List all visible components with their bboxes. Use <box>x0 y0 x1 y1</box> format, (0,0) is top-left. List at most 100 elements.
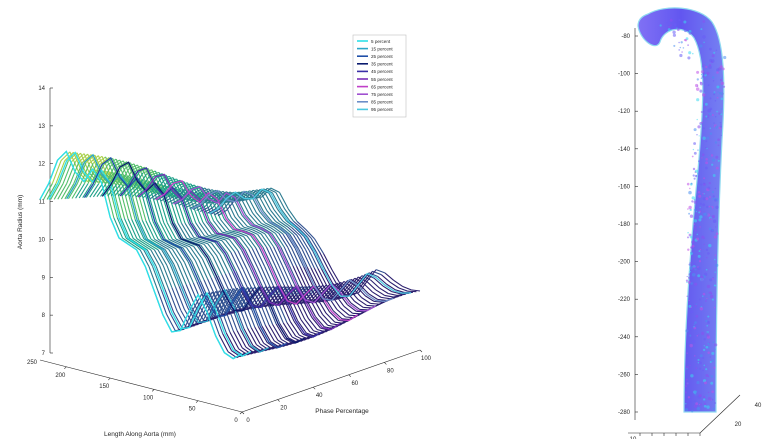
surface-segment <box>169 312 180 330</box>
aorta-point <box>687 396 691 399</box>
surface-segment <box>193 236 203 241</box>
aorta-point <box>701 93 706 97</box>
aorta-point <box>720 81 725 86</box>
aorta-point <box>686 352 688 354</box>
aorta-point <box>711 229 714 232</box>
z-tick-label: 8 <box>42 313 46 319</box>
surface-segment <box>248 229 258 235</box>
surface-segment <box>219 297 230 313</box>
aorta-point <box>697 125 701 129</box>
surface-segment <box>230 217 241 229</box>
surface-segment <box>213 220 223 233</box>
aorta-point <box>708 182 711 185</box>
surface-segment <box>151 266 162 290</box>
aorta-point <box>700 275 704 279</box>
surface-segment <box>182 238 193 243</box>
surface-segment <box>271 233 282 248</box>
surface-segment <box>209 220 220 234</box>
surface-segment <box>232 331 243 349</box>
surface-segment <box>284 338 295 345</box>
surface-segment <box>147 238 157 245</box>
aorta-point <box>714 226 717 228</box>
aorta-point <box>693 142 697 145</box>
aorta-point <box>710 375 714 378</box>
surface-segment <box>78 153 89 163</box>
surface-segment <box>101 165 112 185</box>
aorta-point <box>711 54 715 58</box>
surface-segment <box>324 269 335 286</box>
aorta-point <box>694 282 698 286</box>
aorta-y-tick-label: 20 <box>735 422 742 428</box>
surface-segment <box>199 206 210 212</box>
surface-segment <box>136 238 146 245</box>
surface-segment <box>228 191 238 199</box>
aorta-point <box>695 314 699 318</box>
aorta-point <box>697 361 700 364</box>
surface-segment <box>221 240 232 253</box>
surface-segment <box>180 309 191 327</box>
aorta-point <box>717 138 720 142</box>
surface-segment <box>145 220 156 240</box>
surface-segment <box>338 319 348 323</box>
surface-segment <box>257 188 268 199</box>
aorta-point <box>706 284 711 289</box>
surface-segment <box>170 222 181 240</box>
surface-segment <box>269 226 280 234</box>
aorta-point <box>706 213 709 216</box>
aorta-point <box>698 403 701 406</box>
surface-segment <box>188 222 198 238</box>
surface-segment <box>89 183 100 198</box>
aorta-point <box>688 233 692 237</box>
surface-segment <box>190 237 200 242</box>
aorta-point <box>714 198 717 202</box>
aorta-point <box>683 28 687 33</box>
surface-segment <box>129 187 140 221</box>
aorta-point <box>697 185 700 187</box>
aorta-point <box>700 110 703 114</box>
surface-segment <box>232 238 242 251</box>
aorta-point <box>683 20 687 24</box>
aorta-point <box>711 214 716 219</box>
aorta-point <box>703 193 705 195</box>
aorta-x-tick-group: -10 <box>628 433 701 439</box>
aorta-y-tick-group: 40200 <box>735 403 762 428</box>
aorta-point <box>704 272 708 276</box>
aorta-point <box>678 41 680 44</box>
aorta-point <box>694 208 697 212</box>
surface-segment <box>154 238 164 245</box>
surface-segment <box>249 345 259 353</box>
surface-segment <box>361 297 371 304</box>
surface-segment <box>205 301 215 318</box>
surface-segment <box>210 277 221 298</box>
aorta-point <box>668 25 671 29</box>
surface-segment <box>254 326 265 344</box>
aorta-point <box>719 65 723 69</box>
surface-segment <box>238 198 248 201</box>
surface-segment <box>262 246 273 266</box>
surface-segment <box>301 228 312 239</box>
surface-segment <box>284 226 294 236</box>
aorta-point <box>694 174 698 178</box>
surface-segment <box>205 239 216 243</box>
surface-front-edge <box>39 150 243 360</box>
surface-segment <box>223 296 233 312</box>
surface-segment <box>71 183 82 199</box>
surface-segment <box>167 178 177 182</box>
aorta-point <box>695 367 698 370</box>
aorta-point <box>708 291 712 295</box>
aorta-point <box>706 297 708 300</box>
surface-segment <box>117 161 128 168</box>
surface-segment <box>238 215 248 227</box>
aorta-point <box>684 391 687 394</box>
aorta-point <box>719 121 722 124</box>
surface-segment <box>120 218 131 239</box>
aorta-point <box>700 77 703 80</box>
surface-segment <box>216 255 226 275</box>
surface-segment <box>322 313 332 325</box>
aorta-point <box>683 38 686 42</box>
surface-segment <box>312 250 322 270</box>
surface-segment <box>314 316 325 328</box>
aorta-point <box>691 155 694 158</box>
z-tick-label: 14 <box>38 86 45 92</box>
